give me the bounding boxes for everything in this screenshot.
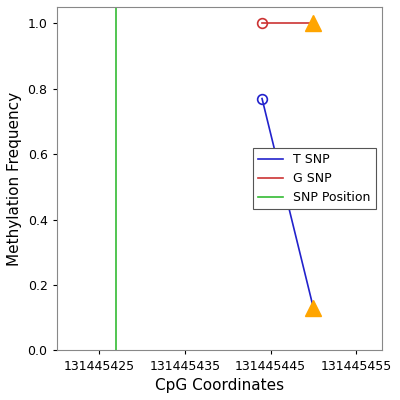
X-axis label: CpG Coordinates: CpG Coordinates xyxy=(155,378,284,393)
Line: T SNP: T SNP xyxy=(262,98,314,308)
G SNP xyxy=(260,21,264,26)
G SNP xyxy=(311,21,316,26)
T SNP xyxy=(260,96,264,101)
Y-axis label: Methylation Frequency: Methylation Frequency xyxy=(7,92,22,266)
Legend: T SNP, G SNP, SNP Position: T SNP, G SNP, SNP Position xyxy=(253,148,376,210)
T SNP xyxy=(311,306,316,310)
